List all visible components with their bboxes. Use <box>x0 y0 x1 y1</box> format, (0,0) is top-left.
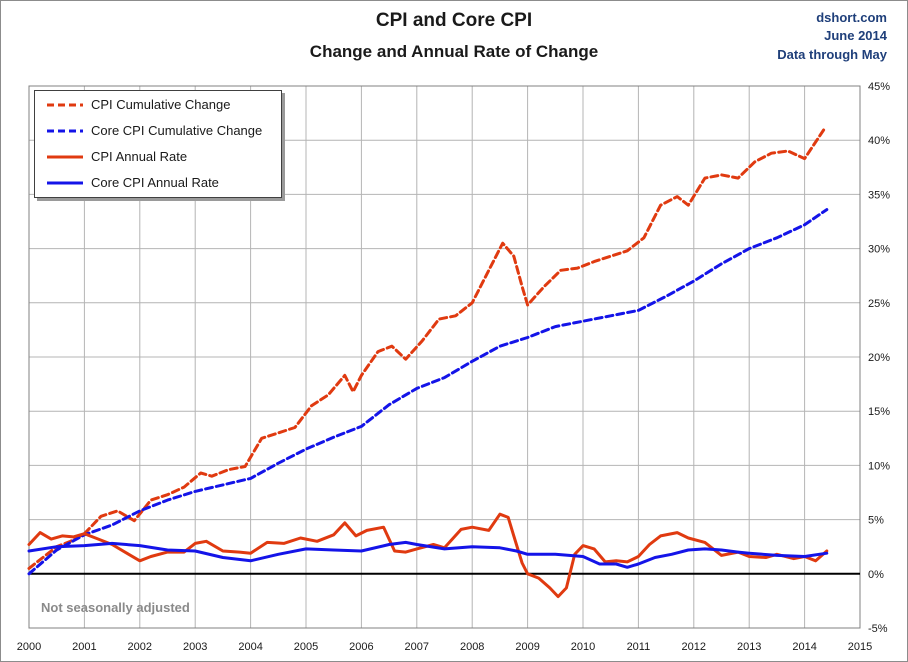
legend-label: Core CPI Annual Rate <box>91 175 219 190</box>
x-tick-label: 2008 <box>460 641 484 653</box>
legend-label: Core CPI Cumulative Change <box>91 123 263 138</box>
date-label: June 2014 <box>824 28 887 43</box>
x-tick-label: 2007 <box>405 641 429 653</box>
data-through-label: Data through May <box>777 47 887 62</box>
legend-label: CPI Annual Rate <box>91 149 188 164</box>
y-tick-label: 30% <box>868 244 890 256</box>
x-tick-label: 2005 <box>294 641 318 653</box>
legend-item-core-cumulative: Core CPI Cumulative Change <box>35 121 281 141</box>
legend-item-core-annual: Core CPI Annual Rate <box>35 173 281 193</box>
y-tick-label: 15% <box>868 406 890 418</box>
y-tick-label: -5% <box>868 623 888 635</box>
x-tick-label: 2002 <box>128 641 152 653</box>
x-tick-label: 2015 <box>848 641 872 653</box>
series-cpi-annual-line <box>27 512 829 599</box>
legend-swatch-cpi-annual <box>47 155 83 159</box>
y-tick-label: 5% <box>868 515 884 527</box>
y-tick-label: 10% <box>868 460 890 472</box>
x-tick-label: 2010 <box>571 641 595 653</box>
y-tick-label: 45% <box>868 81 890 93</box>
x-tick-label: 2014 <box>792 641 816 653</box>
legend-swatch-core-cumulative <box>47 129 83 133</box>
plot-border <box>28 85 861 629</box>
legend-item-cpi-cumulative: CPI Cumulative Change <box>35 95 281 115</box>
x-tick-label: 2011 <box>627 641 651 653</box>
x-tick-label: 2009 <box>515 641 539 653</box>
x-tick-label: 2000 <box>17 641 41 653</box>
y-tick-label: 0% <box>868 569 884 581</box>
legend-swatch-cpi-cumulative <box>47 103 83 107</box>
x-tick-label: 2012 <box>682 641 706 653</box>
series-cpi-cumulative-line <box>27 127 826 570</box>
y-tick-label: 20% <box>868 352 890 364</box>
legend-item-cpi-annual: CPI Annual Rate <box>35 147 281 167</box>
x-tick-label: 2001 <box>72 641 96 653</box>
legend-label: CPI Cumulative Change <box>91 97 231 112</box>
y-tick-label: 40% <box>868 135 890 147</box>
x-tick-label: 2003 <box>183 641 207 653</box>
legend: CPI Cumulative Change Core CPI Cumulativ… <box>34 90 282 198</box>
x-tick-label: 2013 <box>737 641 761 653</box>
source-label: dshort.com <box>816 10 887 25</box>
x-tick-label: 2006 <box>349 641 373 653</box>
chart-subtitle: Change and Annual Rate of Change <box>309 42 599 61</box>
y-tick-label: 25% <box>868 298 890 310</box>
chart-title: CPI and Core CPI <box>375 10 533 31</box>
y-tick-label: 35% <box>868 189 890 201</box>
series-core-cumulative-line <box>27 208 829 576</box>
series-core-annual-line <box>27 540 829 569</box>
x-tick-label: 2004 <box>238 641 262 653</box>
footnote: Not seasonally adjusted <box>41 600 190 615</box>
legend-swatch-core-annual <box>47 181 83 185</box>
